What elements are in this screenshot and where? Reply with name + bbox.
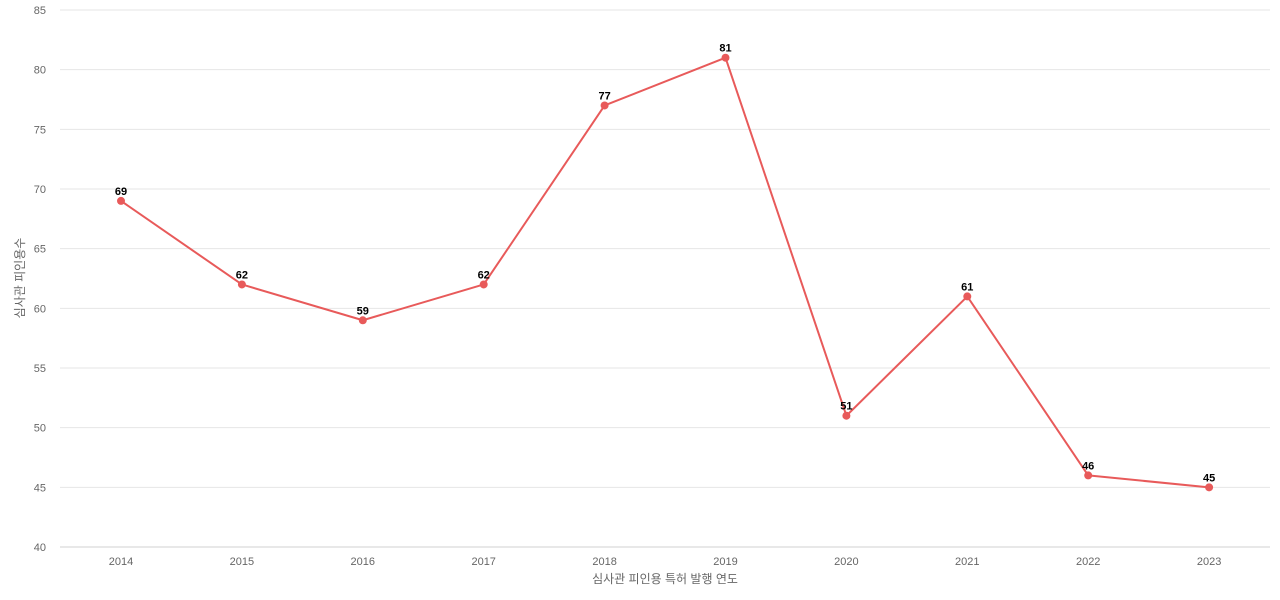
data-point[interactable]	[1084, 471, 1093, 480]
data-label: 45	[1203, 472, 1215, 484]
series-line	[120, 56, 1210, 489]
data-point[interactable]	[963, 292, 972, 301]
data-point[interactable]	[600, 101, 609, 110]
y-axis-ticks: 40 45 50 55 60 65 70 75 80 85	[34, 5, 46, 554]
data-label: 61	[961, 281, 973, 293]
x-tick-label: 2014	[109, 556, 133, 568]
y-tick-label: 55	[34, 363, 46, 375]
data-label: 46	[1082, 460, 1094, 472]
y-tick-label: 50	[34, 423, 46, 435]
data-label: 62	[236, 269, 248, 281]
x-tick-label: 2019	[713, 556, 737, 568]
data-labels: 69 62 59 62 77 81 51 61 46 45	[115, 43, 1215, 485]
x-tick-label: 2015	[230, 556, 254, 568]
y-tick-label: 85	[34, 5, 46, 17]
x-tick-label: 2018	[592, 556, 616, 568]
data-point[interactable]	[237, 280, 246, 289]
y-tick-label: 60	[34, 303, 46, 315]
data-label: 69	[115, 186, 127, 198]
grid-lines	[60, 9, 1270, 488]
data-point[interactable]	[721, 53, 730, 62]
x-tick-label: 2017	[471, 556, 495, 568]
series-group	[117, 53, 1214, 492]
data-point[interactable]	[479, 280, 488, 289]
y-tick-label: 65	[34, 244, 46, 256]
y-axis-title: 심사관 피인용수	[13, 238, 27, 319]
y-tick-label: 75	[34, 124, 46, 136]
x-axis-title: 심사관 피인용 특허 발행 연도	[592, 571, 738, 586]
x-tick-label: 2023	[1197, 556, 1221, 568]
data-point[interactable]	[117, 196, 125, 205]
y-tick-label: 40	[34, 542, 46, 554]
y-tick-label: 45	[34, 482, 46, 494]
x-axis-ticks: 2014 2015 2016 2017 2018 2019 2020 2021 2022 2023	[109, 556, 1222, 568]
data-label: 59	[357, 305, 369, 317]
x-tick-label: 2022	[1076, 556, 1100, 568]
x-tick-label: 2021	[955, 556, 979, 568]
y-tick-label: 70	[34, 184, 46, 196]
x-tick-label: 2016	[351, 556, 375, 568]
data-label: 62	[478, 269, 490, 281]
data-label: 51	[840, 401, 852, 413]
data-label: 81	[719, 43, 731, 55]
data-point[interactable]	[358, 316, 367, 325]
data-point[interactable]	[842, 411, 851, 420]
x-tick-label: 2020	[834, 556, 858, 568]
data-point[interactable]	[1205, 483, 1214, 492]
y-tick-label: 80	[34, 65, 46, 77]
data-label: 77	[598, 90, 610, 102]
